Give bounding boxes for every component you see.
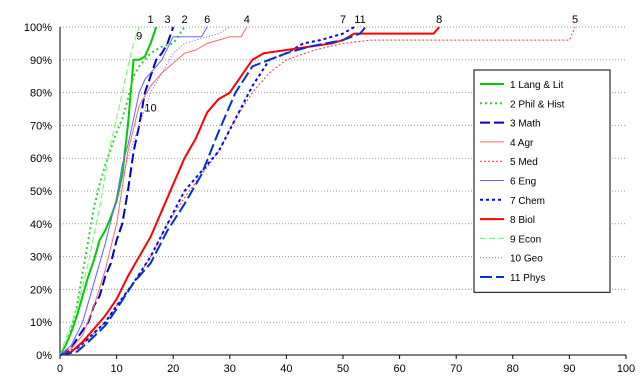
series-end-label: 10: [144, 103, 156, 115]
y-tick-label: 70%: [30, 120, 52, 132]
x-tick-label: 90: [563, 363, 575, 375]
y-tick-label: 60%: [30, 153, 52, 165]
series-line-1: [59, 26, 158, 356]
plot-area: [59, 26, 576, 356]
x-tick-label: 100: [617, 363, 635, 375]
series-end-label: 8: [436, 14, 442, 26]
x-tick-label: 0: [57, 363, 63, 375]
series-end-label: 2: [181, 14, 187, 26]
y-tick-label: 30%: [30, 252, 52, 264]
y-tick-label: 80%: [30, 88, 52, 100]
legend-label: 2 Phil & Hist: [510, 99, 565, 110]
series-line-7: [59, 26, 355, 356]
x-tick-label: 10: [110, 363, 122, 375]
legend-box: [473, 69, 611, 293]
series-end-label: 9: [136, 30, 142, 42]
series-end-label: 7: [340, 14, 346, 26]
legend-label: 8 Biol: [510, 215, 535, 226]
series-line-3: [59, 26, 175, 356]
y-tick-label: 20%: [30, 284, 52, 296]
legend-label: 9 Econ: [510, 234, 541, 245]
x-tick-label: 70: [450, 363, 462, 375]
legend-label: 5 Med: [510, 157, 538, 168]
series-line-9: [59, 26, 140, 356]
series-line-5: [59, 26, 576, 356]
series-end-label: 11: [354, 14, 365, 26]
legend-label: 7 Chem: [510, 196, 545, 207]
legend-label: 4 Agr: [510, 138, 534, 149]
series-end-label: 1: [147, 14, 153, 26]
legend: 1 Lang & Lit 2 Phil & Hist 3 Math 4 Agr 5 Me…: [473, 69, 611, 293]
series-line-4: [59, 26, 248, 356]
x-tick-label: 80: [507, 363, 519, 375]
y-tick-label: 90%: [30, 55, 52, 67]
series-line-2: [59, 26, 186, 356]
series-end-label: 5: [572, 14, 578, 26]
y-tick-label: 50%: [30, 186, 52, 198]
series-end-label: 3: [164, 14, 170, 26]
y-tick-label: 100%: [24, 22, 52, 34]
annotations: 1 3 2 6 4 7 11 8 5 9 10: [136, 14, 578, 115]
series-end-label: 4: [244, 14, 250, 26]
legend-label: 6 Eng: [510, 177, 536, 188]
series-end-label: 6: [204, 14, 210, 26]
x-tick-label: 50: [337, 363, 349, 375]
x-tick-label: 30: [224, 363, 236, 375]
x-tick-label: 20: [167, 363, 179, 375]
series-line-11: [59, 26, 367, 356]
legend-label: 3 Math: [510, 119, 541, 130]
axes: 0% 10% 20% 30% 40% 50% 60% 70% 80% 90% 100% 0 10 20 30…: [24, 22, 635, 375]
legend-label: 1 Lang & Lit: [510, 80, 564, 91]
series-line-8: [59, 26, 440, 356]
y-tick-label: 40%: [30, 219, 52, 231]
legend-label: 11 Phys: [510, 273, 545, 284]
series-line-6: [59, 26, 208, 356]
x-tick-label: 60: [393, 363, 405, 375]
legend-label: 10 Geo: [510, 254, 543, 265]
y-tick-label: 0%: [36, 350, 52, 362]
x-tick-label: 40: [280, 363, 292, 375]
y-tick-label: 10%: [30, 317, 52, 329]
